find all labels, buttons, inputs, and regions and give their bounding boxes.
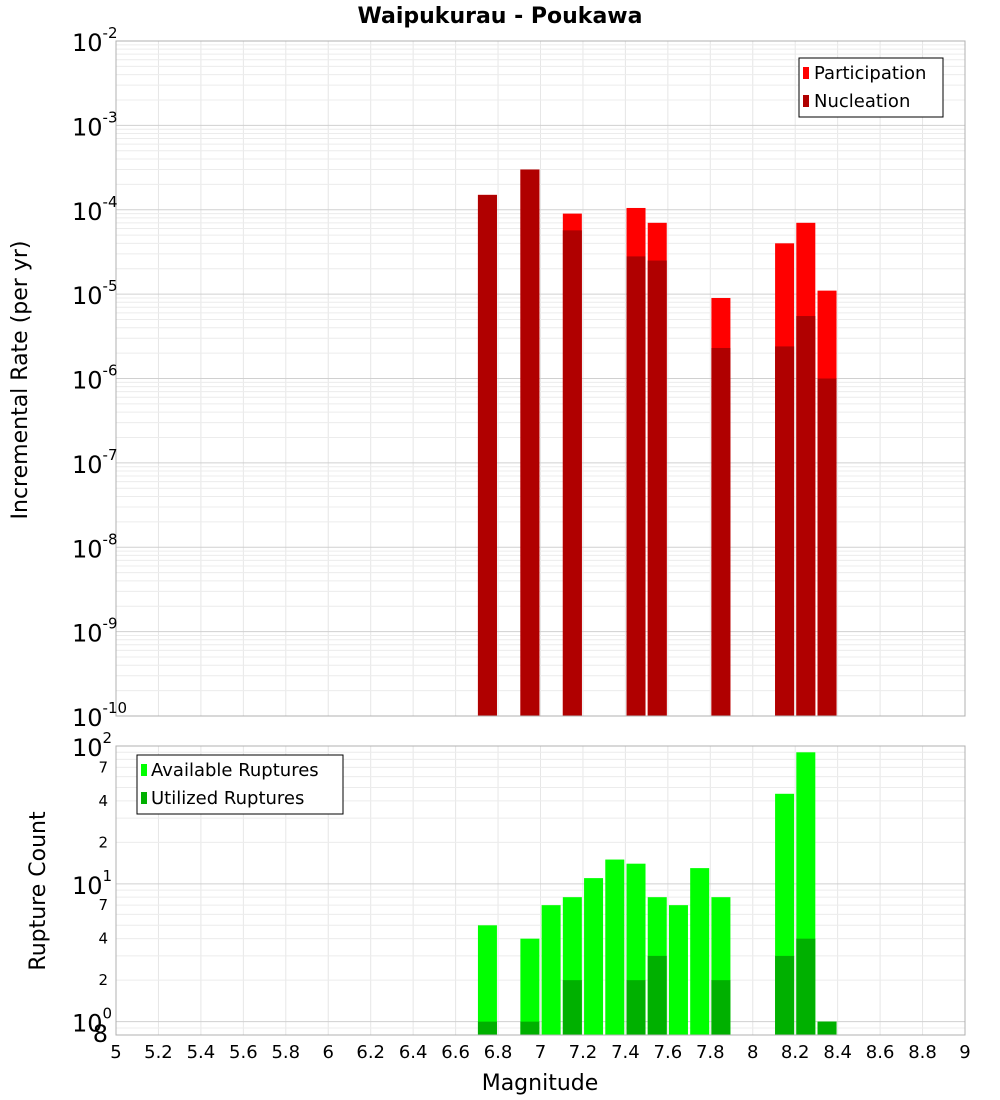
available-ruptures-bar xyxy=(605,859,625,1035)
x-tick-label: 6 xyxy=(323,1042,334,1063)
legend-swatch xyxy=(141,764,147,776)
nucleation-bar xyxy=(520,169,540,716)
x-tick-label: 6.2 xyxy=(356,1042,385,1063)
x-tick-label: 5 xyxy=(110,1042,121,1063)
rate-legend-box xyxy=(798,57,944,118)
utilized-ruptures-bar xyxy=(520,1021,540,1035)
utilized-ruptures-bar xyxy=(711,980,731,1035)
count-legend-box xyxy=(136,754,344,815)
rate-y-axis-label: Incremental Rate (per yr) xyxy=(8,241,33,520)
rate-y-tick-label: 10-9 xyxy=(72,615,118,648)
rate-y-tick-label: 10-2 xyxy=(72,24,118,57)
legend-label: Utilized Ruptures xyxy=(151,788,304,809)
nucleation-bar xyxy=(796,316,816,716)
x-tick-label: 5.8 xyxy=(271,1042,300,1063)
x-tick-label: 6.4 xyxy=(399,1042,428,1063)
nucleation-bar xyxy=(562,230,582,716)
nucleation-bar xyxy=(711,347,731,716)
legend-swatch xyxy=(803,67,809,79)
x-tick-label: 8.4 xyxy=(823,1042,852,1063)
rate-y-tick-label: 10-7 xyxy=(72,446,118,479)
legend-swatch xyxy=(141,792,147,804)
x-tick-label: 6.6 xyxy=(441,1042,470,1063)
legend-swatch xyxy=(803,95,809,107)
count-y-tick-label: 101 xyxy=(72,867,112,900)
count-y-minor-label: 4 xyxy=(98,930,108,948)
legend-label: Available Ruptures xyxy=(151,760,319,781)
available-ruptures-bar xyxy=(668,905,688,1035)
rate-y-tick-label: 10-10 xyxy=(72,699,127,732)
x-tick-label: 7.4 xyxy=(611,1042,640,1063)
x-tick-label: 7.2 xyxy=(569,1042,598,1063)
x-tick-label: 5.4 xyxy=(187,1042,216,1063)
utilized-ruptures-bar xyxy=(477,1021,497,1035)
utilized-ruptures-bar xyxy=(817,1021,837,1035)
count-legend: Available Ruptures Utilized Ruptures xyxy=(136,754,344,815)
rate-y-tick-label: 10-8 xyxy=(72,530,118,563)
nucleation-bar xyxy=(817,378,837,716)
x-tick-label: 8 xyxy=(747,1042,758,1063)
available-ruptures-bar xyxy=(584,878,604,1035)
x-tick-label: 7.8 xyxy=(696,1042,725,1063)
rate-y-tick-label: 10-4 xyxy=(72,193,118,226)
legend-label: Nucleation xyxy=(814,91,910,112)
count-y-tick-label: 102 xyxy=(72,729,112,762)
x-axis-label: Magnitude xyxy=(482,1071,599,1096)
x-tick-label: 9 xyxy=(959,1042,970,1063)
count-plot-border xyxy=(115,745,966,1036)
count-y-minor-label: 2 xyxy=(98,833,108,851)
available-ruptures-bar xyxy=(541,905,561,1035)
count-y-tick-label: 100 xyxy=(72,1005,112,1038)
count-y-minor-label: 2 xyxy=(98,971,108,989)
chart-title: Waipukurau - Poukawa xyxy=(358,4,643,29)
rate-legend: Participation Nucleation xyxy=(798,57,944,118)
rate-plot-border xyxy=(115,40,966,717)
utilized-ruptures-bar xyxy=(647,955,667,1035)
utilized-ruptures-bar xyxy=(775,955,795,1035)
rate-y-tick-label: 10-5 xyxy=(72,277,118,310)
rate-y-tick-label: 10-6 xyxy=(72,362,118,395)
count-y-axis-label: Rupture Count xyxy=(26,811,51,971)
rate-y-tick-label: 10-3 xyxy=(72,108,118,141)
x-tick-label: 6.8 xyxy=(484,1042,513,1063)
count-y-minor-label: 4 xyxy=(98,792,108,810)
nucleation-bar xyxy=(647,260,667,716)
utilized-ruptures-bar xyxy=(626,980,646,1035)
available-ruptures-bar xyxy=(690,868,710,1035)
x-tick-label: 7.6 xyxy=(654,1042,683,1063)
x-tick-label: 8.2 xyxy=(781,1042,810,1063)
count-y-minor-label: 7 xyxy=(98,896,108,914)
x-tick-label: 5.2 xyxy=(144,1042,173,1063)
nucleation-bar xyxy=(477,194,497,716)
utilized-ruptures-bar xyxy=(796,938,816,1035)
x-tick-label: 5.6 xyxy=(229,1042,258,1063)
x-tick-label: 8.8 xyxy=(908,1042,937,1063)
x-tick-label: 8.6 xyxy=(866,1042,895,1063)
legend-label: Participation xyxy=(814,63,926,84)
available-ruptures-bar xyxy=(520,938,540,1035)
nucleation-bar xyxy=(775,346,795,716)
rate-plot: 10-2 10-3 10-4 10-5 10-6 10-7 10-8 10-9 10-10 Par… xyxy=(72,24,966,732)
utilized-ruptures-bar xyxy=(562,980,582,1035)
available-ruptures-bar xyxy=(477,925,497,1035)
nucleation-bar xyxy=(626,256,646,716)
count-y-minor-label: 7 xyxy=(98,758,108,776)
x-tick-label: 7 xyxy=(535,1042,546,1063)
count-y-minor-label: 8 xyxy=(93,1020,108,1048)
